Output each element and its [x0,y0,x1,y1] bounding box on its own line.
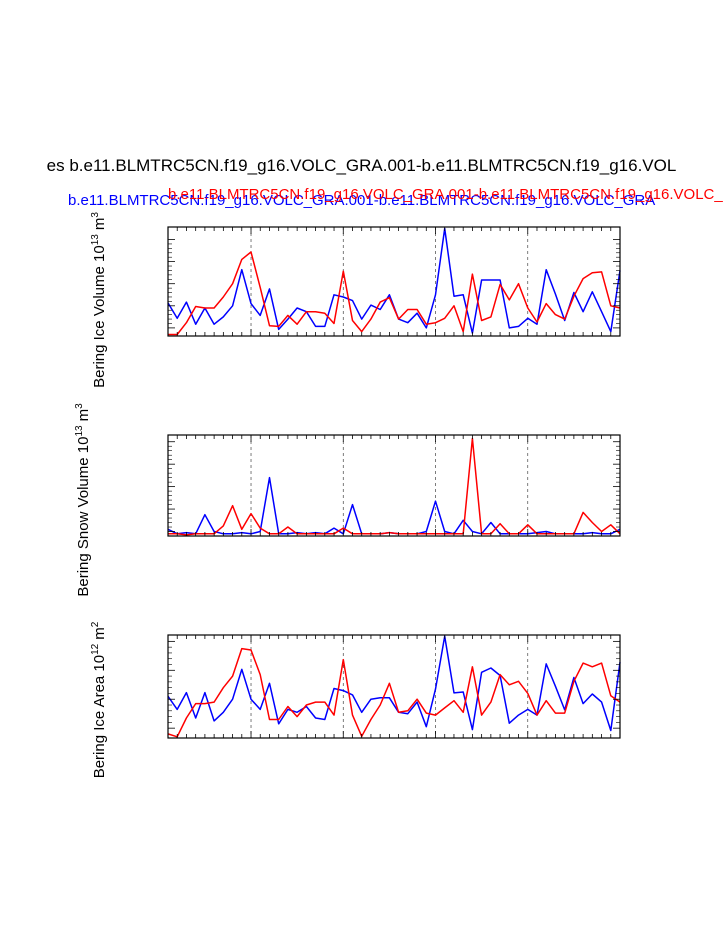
figure-subtitle-blue: b.e11.BLMTRC5CN.f19_g16.VOLC_GRA.001-b.e… [68,192,655,209]
y-axis-label-part: m [75,409,92,422]
y-axis-label-part: m [91,218,108,231]
y-axis-label-part: 13 [74,425,85,437]
plot-frame [167,434,621,537]
y-axis-label-part: 3 [74,403,85,409]
y-axis-label-part: m [91,627,108,640]
series-line-blue [167,227,621,334]
figure-subtitle-red: b.e11.BLMTRC5CN.f19_g16.VOLC_GRA.001-b.e… [168,186,723,203]
y-axis-label-part: Bering Snow Volume 10 [75,437,92,597]
y-axis-label: Bering Ice Area 1012 m2 [90,621,108,778]
series-line-red [167,647,621,738]
y-axis-label-part: 13 [90,234,101,246]
y-axis-label: Bering Ice Volume 1013 m3 [90,212,108,388]
y-axis-label-part: Bering Ice Volume 10 [91,245,108,388]
series-line-red [168,251,621,336]
plot-frame [167,226,621,337]
y-axis-label-part: 3 [90,212,101,218]
chart-panel-3: Bering Ice Area 1012 m2 [90,621,621,778]
figure-title: es b.e11.BLMTRC5CN.f19_g16.VOLC_GRA.001-… [47,156,677,175]
plot-frame [167,634,621,739]
y-axis-label-part: Bering Ice Area 10 [91,655,108,778]
y-axis-label: Bering Snow Volume 1013 m3 [74,403,92,597]
series-line-blue [167,635,621,732]
y-axis-label-part: 2 [90,621,101,627]
series-line-blue [167,476,621,535]
series-line-red [168,437,621,536]
chart-panel-2: Bering Snow Volume 1013 m3 [74,403,621,597]
chart-panel-1: Bering Ice Volume 1013 m3 [90,212,621,388]
y-axis-label-part: 12 [90,643,101,655]
